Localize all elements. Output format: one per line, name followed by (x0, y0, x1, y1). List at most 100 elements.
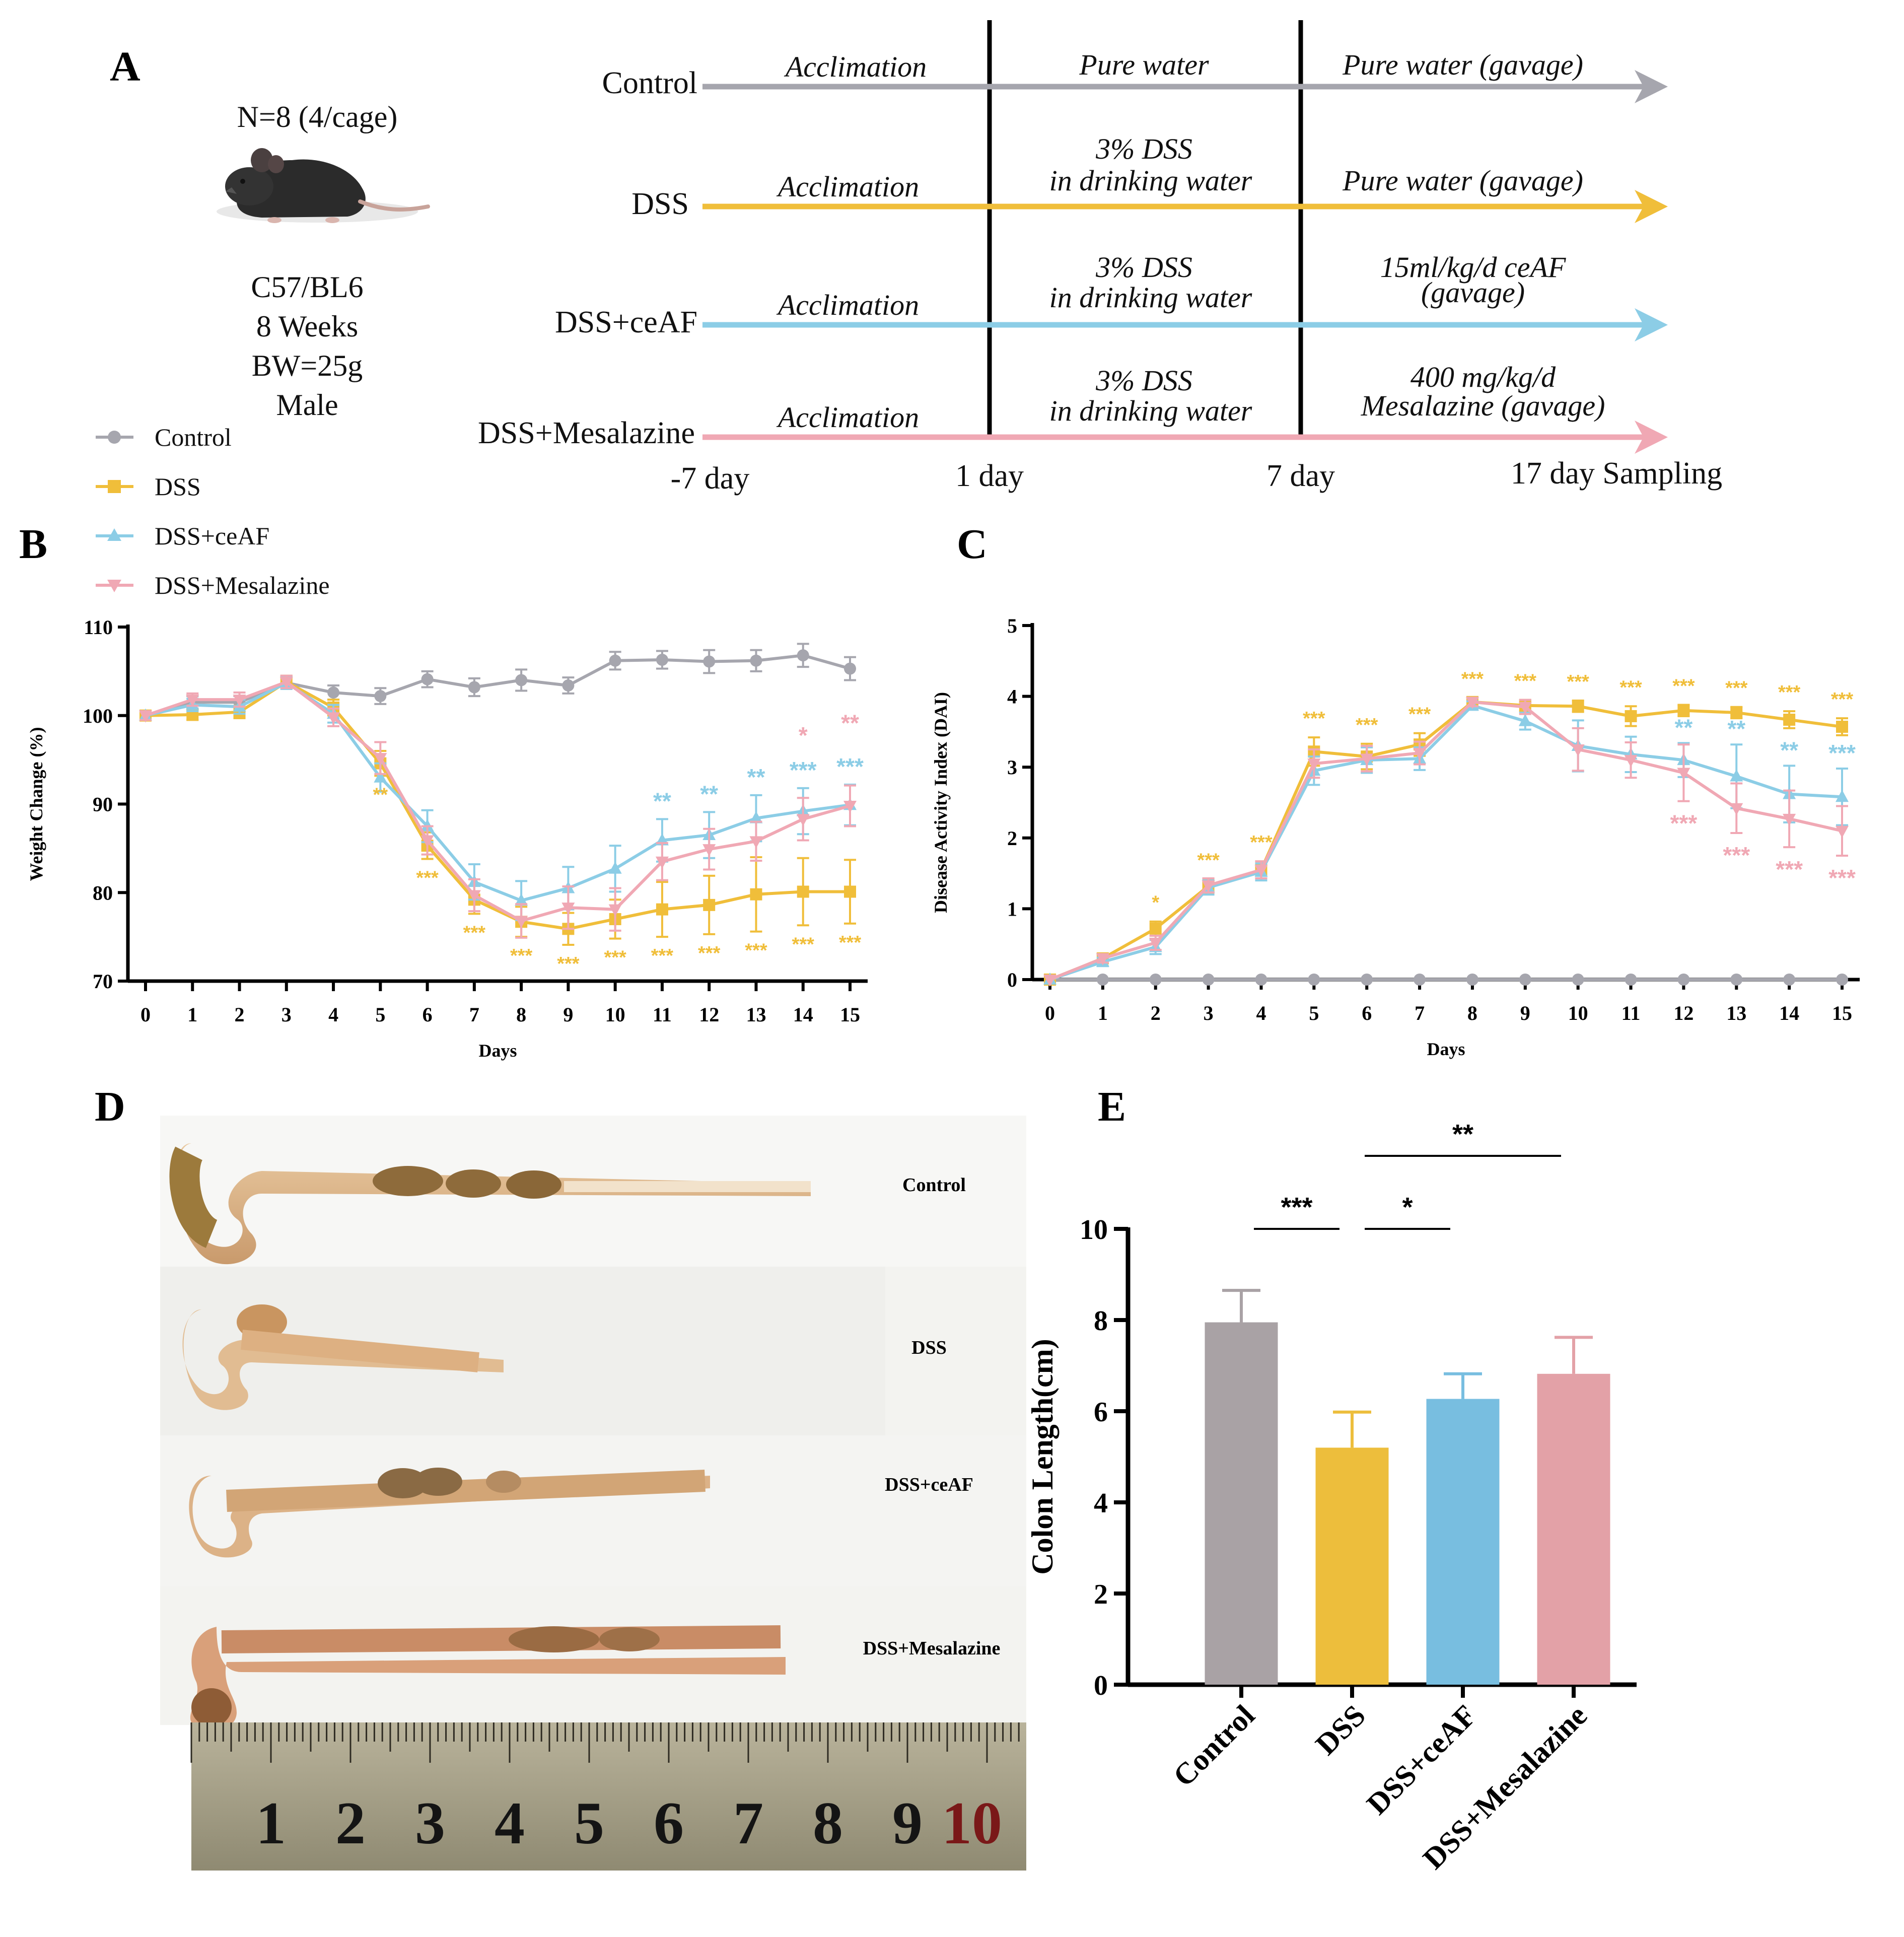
data-point-mesalazine (467, 890, 481, 903)
data-point-mesalazine (1254, 865, 1268, 877)
data-point-mesalazine (279, 676, 293, 689)
significance-mark: *** (1567, 671, 1589, 693)
bar-dss (1315, 1447, 1389, 1685)
data-point-dss (1572, 700, 1584, 713)
mouse-n: N=8 (4/cage) (237, 100, 398, 133)
significance-mark: *** (1725, 678, 1748, 699)
data-point-ceaf (1730, 769, 1743, 782)
data-point-control (1361, 974, 1373, 986)
ruler-number: 10 (942, 1789, 1002, 1856)
design-row-control: Control Acclimation Pure water Pure wate… (602, 48, 1668, 103)
data-point-control (1466, 974, 1478, 986)
ruler-number: 5 (574, 1789, 604, 1856)
y-axis-title: Colon Length(cm) (1026, 1339, 1059, 1574)
significance-mark: ** (841, 710, 859, 736)
data-point-control (1783, 974, 1796, 986)
data-point-mesalazine (1783, 813, 1796, 826)
design-row-ceaf: DSS+ceAF Acclimation 3% DSS in drinking … (555, 251, 1668, 341)
data-point-control (374, 690, 387, 703)
data-point-control (1519, 974, 1531, 986)
phase-recovery-line2: Mesalazine (gavage) (1361, 389, 1605, 422)
x-tick-label: Control (1167, 1699, 1261, 1793)
y-tick-label: 90 (93, 793, 113, 816)
significance-mark: *** (745, 940, 767, 961)
data-point-mesalazine (1836, 825, 1849, 838)
data-point-control (844, 662, 856, 675)
x-tick-label: 13 (746, 1003, 766, 1026)
row-label: DSS+ceAF (555, 305, 697, 339)
design-row-dss: DSS Acclimation 3% DSS in drinking water… (631, 132, 1668, 223)
significance-mark: *** (790, 757, 817, 783)
data-point-dss (1783, 713, 1796, 726)
data-point-control (1836, 974, 1848, 986)
x-tick-label: 5 (375, 1003, 385, 1026)
row-label: DSS+Mesalazine (478, 416, 695, 450)
photo-label-ceaf: DSS+ceAF (885, 1474, 973, 1495)
x-tick-label: 14 (1779, 1002, 1799, 1024)
data-point-ceaf (374, 770, 387, 783)
series-line (145, 680, 851, 923)
legend-marker-triangle (107, 528, 121, 541)
y-tick-label: 110 (84, 616, 113, 639)
series-line (145, 654, 851, 717)
data-point-ceaf (515, 893, 528, 906)
significance-mark: *** (1250, 832, 1273, 853)
data-point-mesalazine (1624, 755, 1638, 768)
bar-dss-ceaf (1426, 1399, 1500, 1685)
y-tick-label: 2 (1094, 1579, 1108, 1610)
phase-treatment-line2: in drinking water (1049, 394, 1252, 427)
data-point-mesalazine (1360, 753, 1374, 766)
phase-acclimation: Acclimation (784, 50, 927, 83)
y-tick-label: 10 (1080, 1214, 1108, 1246)
x-tick-label: 12 (1673, 1002, 1694, 1024)
timeline-label-day1: 1 day (955, 459, 1024, 493)
data-point-control (1096, 974, 1109, 986)
x-tick-label: 7 (469, 1003, 479, 1026)
x-tick-label: 10 (605, 1003, 625, 1026)
significance-mark: *** (1461, 668, 1484, 689)
photo-label-mesalazine: DSS+Mesalazine (863, 1638, 1001, 1659)
bar-dss-mesalazine (1537, 1373, 1610, 1685)
series-line (145, 681, 851, 903)
y-axis-title: Weight Change (%) (26, 727, 46, 881)
data-point-mesalazine (374, 753, 387, 766)
data-point-dss (1149, 922, 1162, 935)
significance-mark: *** (792, 934, 815, 955)
photo-label-control: Control (902, 1174, 966, 1196)
significance-mark: * (1152, 892, 1159, 914)
ruler-number: 6 (654, 1789, 684, 1856)
legend-marker-circle (108, 431, 121, 444)
significance-mark: *** (510, 945, 533, 966)
data-point-dss (1836, 721, 1848, 733)
series-dss (139, 674, 856, 946)
y-tick-label: 1 (1007, 897, 1017, 920)
data-point-mesalazine (186, 695, 199, 707)
y-tick-label: 0 (1007, 969, 1017, 991)
legend-item-mesalazine: DSS+Mesalazine (96, 571, 330, 599)
legend-label: DSS+ceAF (155, 522, 269, 550)
panel-a: A N=8 (4/cage) C57/BL6 8 Weeks BW=25g Ma… (96, 20, 1722, 599)
data-point-mesalazine (1571, 744, 1585, 757)
data-point-mesalazine (515, 916, 528, 928)
y-tick-label: 8 (1094, 1305, 1108, 1337)
significance-mark: *** (1356, 715, 1378, 736)
significance-mark: *** (839, 932, 862, 953)
panel-label-b: B (19, 521, 47, 568)
phase-recovery: Pure water (gavage) (1342, 48, 1583, 81)
colon-ceaf (189, 1468, 710, 1558)
legend-marker-square (108, 480, 121, 493)
phase-acclimation: Acclimation (776, 401, 919, 434)
data-point-mesalazine (1202, 880, 1215, 893)
legend: Control DSS DSS+ceAF DSS+Mesalazine (96, 423, 330, 599)
data-point-control (1255, 974, 1267, 986)
data-point-control (1730, 974, 1743, 986)
x-tick-label: 14 (793, 1003, 813, 1026)
x-tick-label: 4 (1256, 1002, 1266, 1024)
timeline-label-sampling: 17 day Sampling (1511, 456, 1722, 491)
legend-item-dss: DSS (96, 472, 201, 501)
data-point-dss (1730, 706, 1743, 719)
ruler-number: 2 (335, 1789, 366, 1856)
data-point-mesalazine (1149, 937, 1162, 950)
